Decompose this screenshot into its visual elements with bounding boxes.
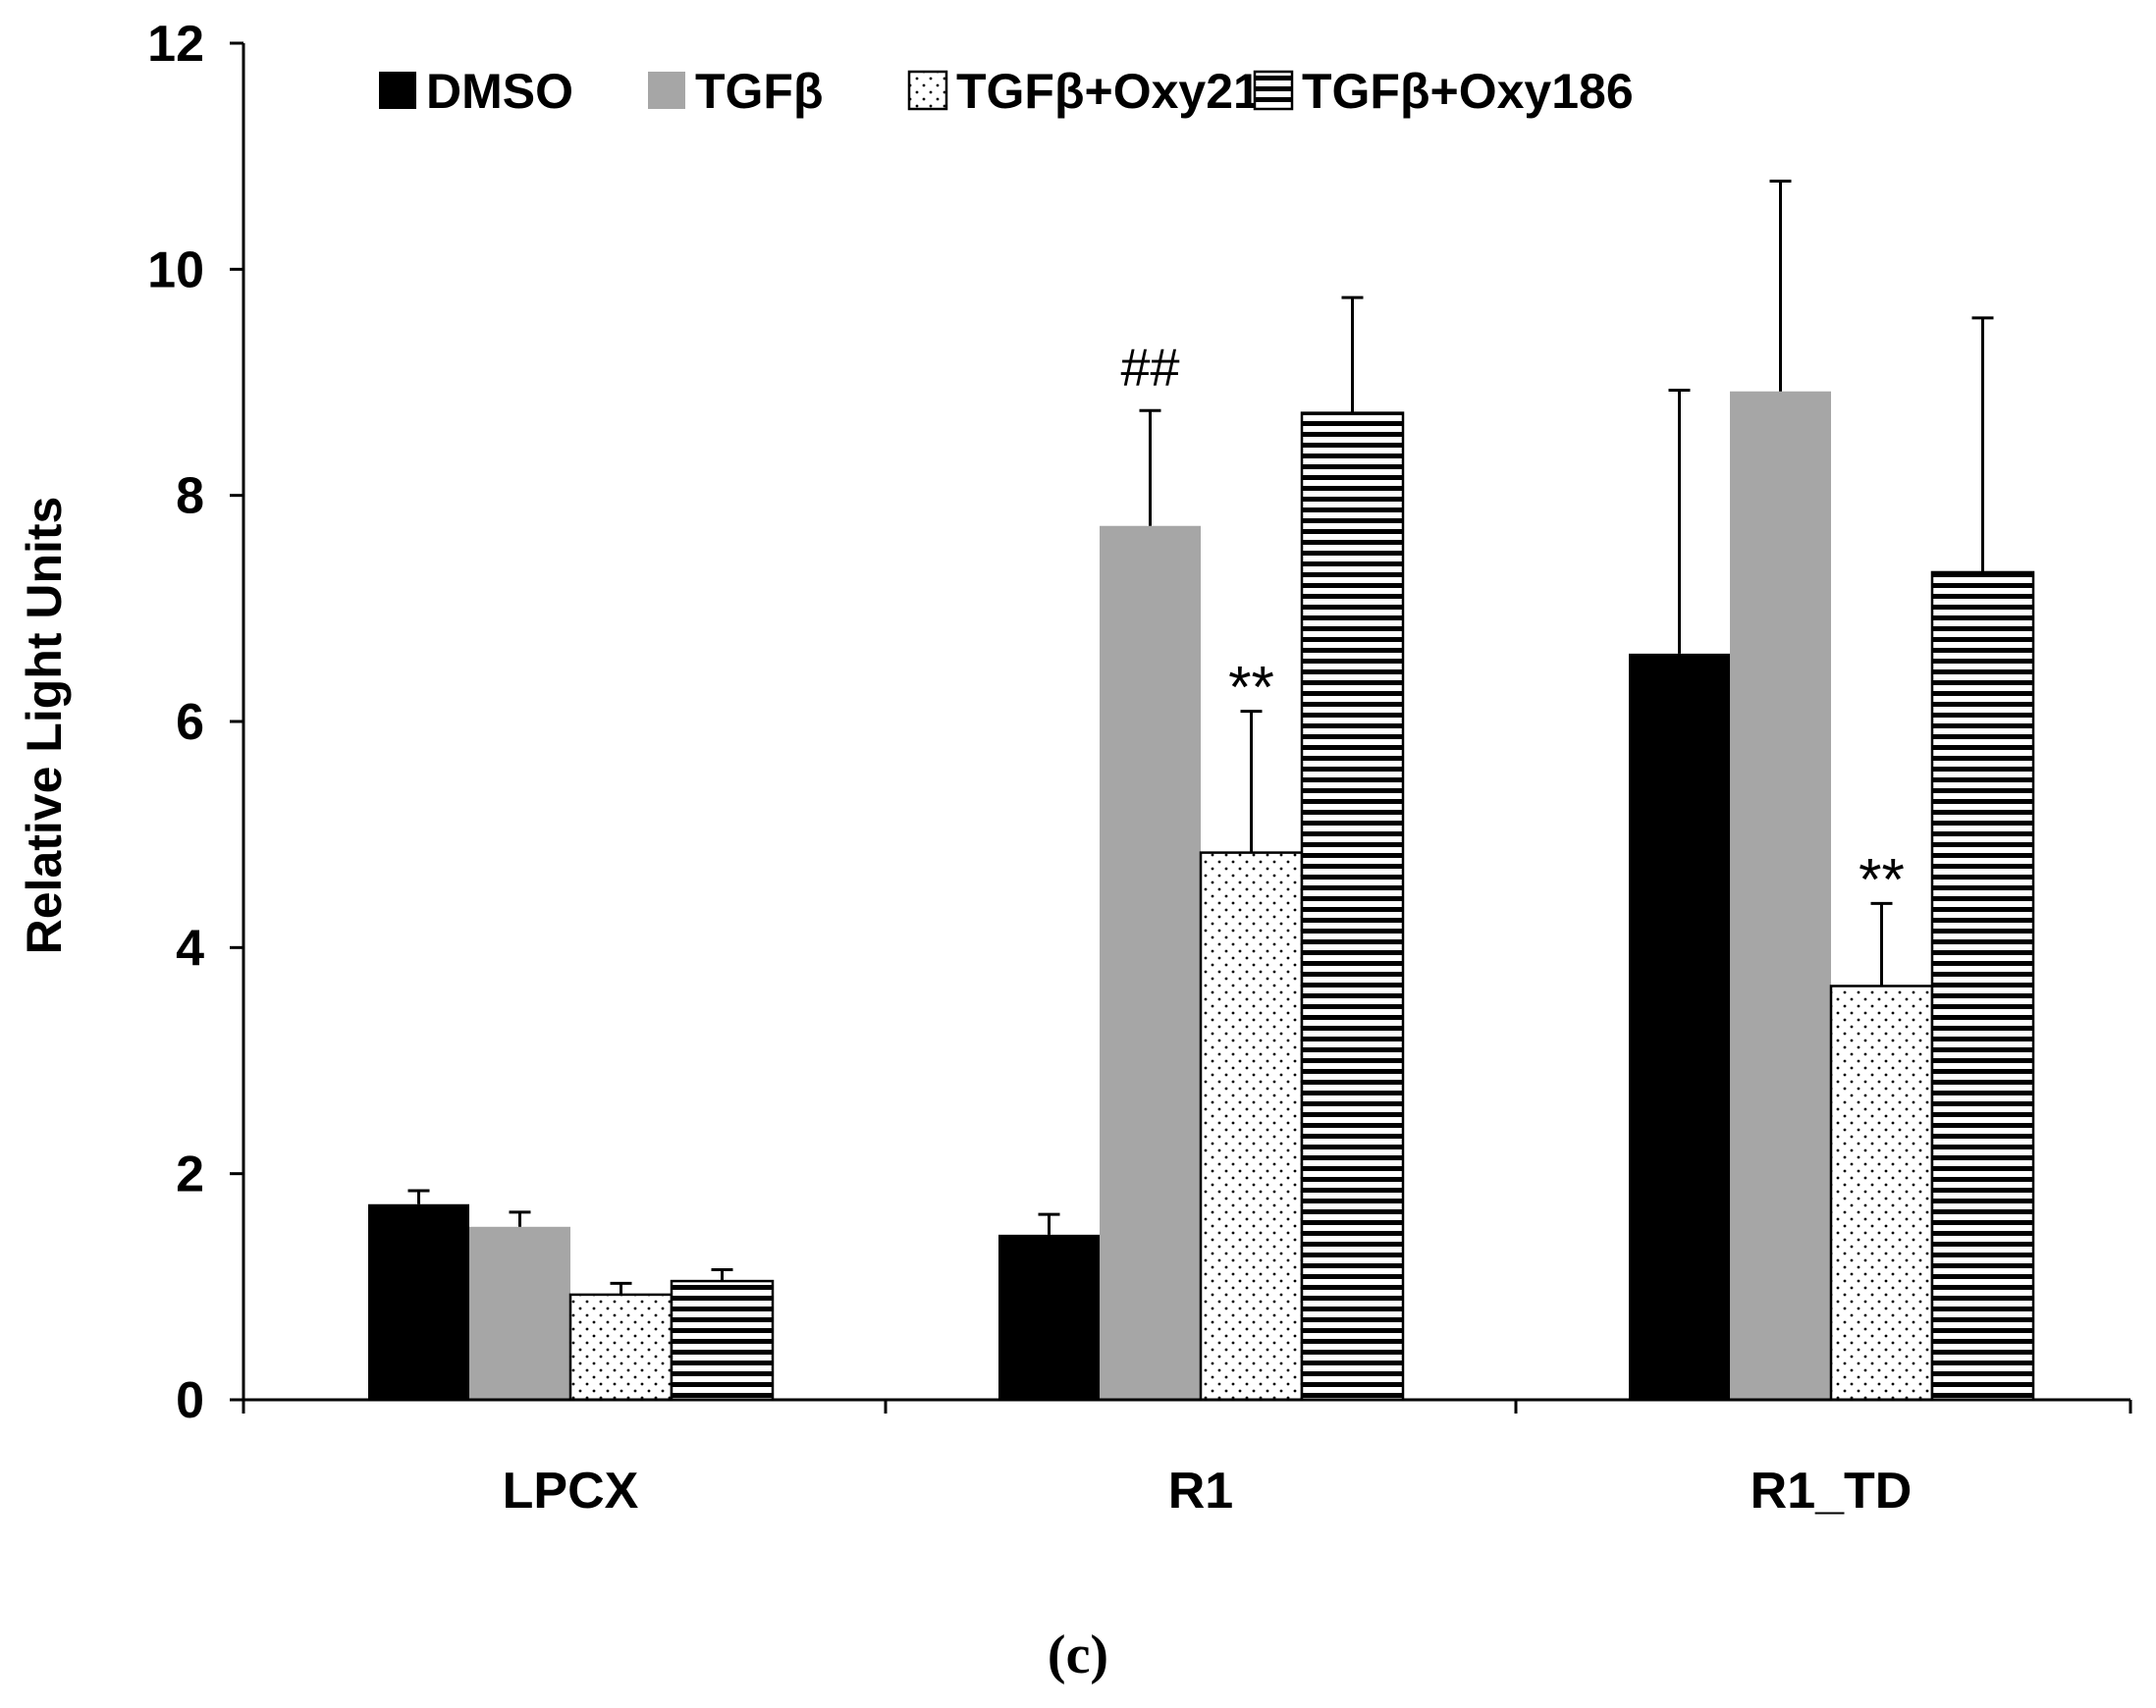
y-axis-label: Relative Light Units — [17, 497, 72, 955]
error-bars-group — [407, 180, 1994, 1295]
legend-swatch — [379, 72, 416, 109]
legend-swatch — [907, 70, 948, 111]
bar-lpcx-series-2 — [568, 1293, 674, 1402]
legend-item-2: TGFβ+Oxy210 — [907, 64, 1288, 119]
legend-swatch — [1253, 70, 1294, 111]
legend-label: TGFβ+Oxy210 — [956, 64, 1288, 119]
bars-group — [368, 391, 2035, 1402]
bar-lpcx-series-3 — [670, 1279, 775, 1402]
legend-item-1: TGFβ — [648, 64, 824, 119]
annotations: ## ** ** — [1120, 338, 1904, 912]
legend-label: TGFβ — [695, 64, 824, 119]
y-tick-label: 6 — [176, 694, 204, 751]
y-tick-label: 4 — [176, 920, 204, 977]
legend-label: DMSO — [426, 64, 573, 119]
bar-lpcx-series-0 — [368, 1203, 469, 1400]
x-category-label: R1 — [1168, 1463, 1233, 1520]
bar-r1-series-3 — [1300, 411, 1405, 1402]
legend-swatch — [648, 72, 685, 109]
legend-item-3: TGFβ+Oxy186 — [1253, 64, 1634, 119]
tick-labels: 0 2 4 6 8 10 12 LPCX R1 R1_TD — [147, 16, 1912, 1520]
bar-r1_td-series-0 — [1629, 653, 1730, 1400]
significance-annotation: ** — [1859, 846, 1905, 912]
legend-label: TGFβ+Oxy186 — [1302, 64, 1634, 119]
bar-r1_td-series-2 — [1829, 985, 1934, 1402]
bar-r1-series-0 — [998, 1234, 1100, 1400]
x-category-label: LPCX — [503, 1463, 639, 1520]
axes — [230, 41, 2132, 1414]
figure-caption: (c) — [1048, 1625, 1108, 1685]
bar-r1-series-1 — [1100, 525, 1201, 1400]
y-tick-label: 12 — [147, 16, 204, 73]
legend-item-0: DMSO — [379, 64, 573, 119]
bar-r1-series-2 — [1199, 851, 1304, 1402]
y-tick-label: 0 — [176, 1372, 204, 1429]
y-tick-label: 8 — [176, 468, 204, 525]
bar-r1_td-series-3 — [1930, 570, 2035, 1402]
y-tick-label: 2 — [176, 1147, 204, 1203]
bar-r1_td-series-1 — [1730, 391, 1831, 1400]
significance-annotation: ** — [1228, 655, 1274, 721]
bar-lpcx-series-1 — [469, 1226, 570, 1400]
y-tick-label: 10 — [147, 241, 204, 298]
significance-annotation: ## — [1120, 338, 1179, 397]
x-category-label: R1_TD — [1751, 1463, 1913, 1520]
legend: DMSO TGFβ TGFβ+Oxy210 TGFβ+Oxy186 — [379, 64, 1634, 119]
